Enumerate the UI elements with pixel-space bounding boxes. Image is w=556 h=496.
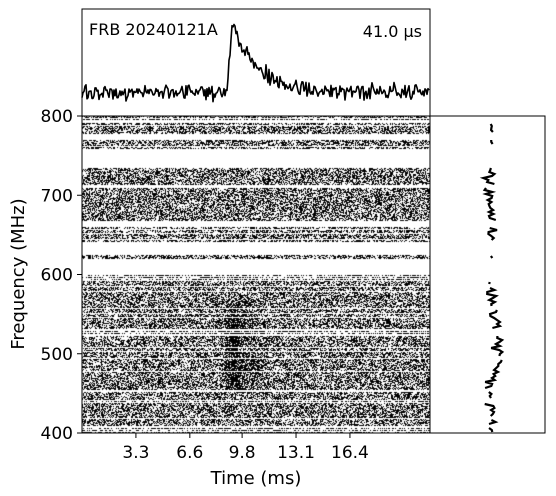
time-resolution-label: 41.0 μs xyxy=(363,22,422,41)
y-tick-label: 800 xyxy=(41,107,73,127)
x-axis-ticks: 3.3 6.6 9.8 13.1 16.4 xyxy=(122,433,369,463)
x-tick-label: 16.4 xyxy=(331,443,369,463)
waterfall-image xyxy=(82,116,430,433)
burst-name-label: FRB 20240121A xyxy=(89,20,218,39)
spectrum-trace xyxy=(479,123,505,433)
y-axis-label: Frequency (MHz) xyxy=(8,198,29,349)
x-tick-label: 13.1 xyxy=(277,443,315,463)
x-axis-label: Time (ms) xyxy=(210,468,302,489)
timeseries-panel-frame xyxy=(81,8,431,117)
x-tick-label: 3.3 xyxy=(122,443,149,463)
timeseries-line xyxy=(81,23,430,103)
x-tick-label: 6.6 xyxy=(176,443,203,463)
x-tick-label: 9.8 xyxy=(229,443,256,463)
y-tick-label: 700 xyxy=(41,186,73,206)
spectrum-line xyxy=(479,123,505,433)
y-tick-label: 600 xyxy=(41,266,73,286)
y-tick-label: 400 xyxy=(41,424,73,444)
waterfall-heatmap xyxy=(82,116,430,433)
spectrum-panel-frame xyxy=(429,115,546,434)
y-axis-ticks: 400 500 600 700 800 xyxy=(41,107,82,444)
y-tick-label: 500 xyxy=(41,345,73,365)
